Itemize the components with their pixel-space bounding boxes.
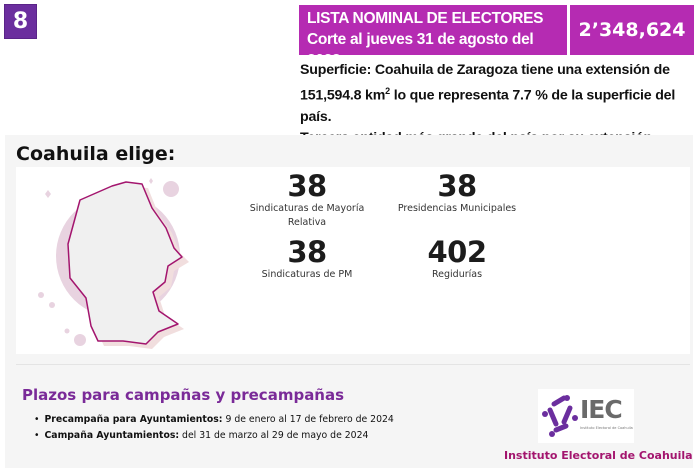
stat-label: Regidurías [431,269,483,280]
coahuila-map-illustration [38,178,189,349]
stat-label: Sindicaturas de PM [261,269,353,280]
area-exponent: 2 [385,86,390,96]
area-value: 151,594.8 km [300,87,386,104]
lista-nominal-header: LISTA NOMINAL DE ELECTORES Corte al juev… [299,5,694,69]
stat-value: 38 [437,169,477,203]
decor-sparkle-top [149,178,153,184]
decor-circle-small-3 [64,328,70,334]
iec-logo-subtitle: Instituto Electoral de Coahuila [580,426,633,430]
lista-nominal-value: 2’348,624 [570,5,694,55]
corte-date: Corte al jueves 31 de agosto del 2023 [307,31,534,69]
page-number-badge: 8 [4,4,37,39]
decor-circle-top [163,181,179,197]
stat-value: 38 [287,235,327,269]
coahuila-outline [67,181,183,345]
iec-acronym: IEC [580,395,623,424]
plazo-item: Precampaña para Ayuntamientos: 9 de ener… [34,412,394,428]
superficie-line-2: 151,594.8 km2 lo que representa 7.7 % de… [300,81,695,128]
plazo-label: Precampaña para Ayuntamientos: [44,414,223,425]
plazos-title: Plazos para campañas y precampañas [22,386,345,404]
decor-sparkle-left [45,190,51,198]
decor-circle-bottom [74,334,86,346]
plazo-dates: 9 de enero al 17 de febrero de 2024 [222,414,394,425]
superficie-line-1: Superficie: Coahuila de Zaragoza tiene u… [300,62,670,78]
iec-logo: IEC Instituto Electoral de Coahuila [538,389,634,443]
stat-value: 38 [287,169,327,203]
lista-nominal-label: LISTA NOMINAL DE ELECTORES Corte al juev… [299,5,567,69]
section-divider [16,364,690,365]
plazo-item: Campaña Ayuntamientos: del 31 de marzo a… [34,428,394,444]
iec-emblem-icon [542,395,578,437]
elige-title: Coahuila elige: [16,143,176,165]
stat-label: Sindicaturas de Mayoría Relativa [249,203,365,228]
lista-nominal-title: LISTA NOMINAL DE ELECTORES [307,10,544,27]
decor-circle-small-1 [38,292,44,298]
plazo-label: Campaña Ayuntamientos: [44,430,180,441]
stat-label: Presidencias Municipales [397,203,517,214]
stat-regidurias: 402 Regidurías [382,236,532,282]
decor-circle-small-2 [49,302,55,308]
plazo-dates: del 31 de marzo al 29 de mayo de 2024 [179,430,369,441]
stat-presidencias: 38 Presidencias Municipales [382,170,532,216]
plazos-list: Precampaña para Ayuntamientos: 9 de ener… [34,412,394,444]
area-percent-text: lo que representa 7.7 % de la superficie… [300,87,676,125]
stat-sindicaturas-pm: 38 Sindicaturas de PM [232,236,382,282]
stat-value: 402 [427,235,487,269]
institute-name: Instituto Electoral de Coahuila [504,449,693,462]
stat-sindicaturas-mr: 38 Sindicaturas de Mayoría Relativa [232,170,382,230]
